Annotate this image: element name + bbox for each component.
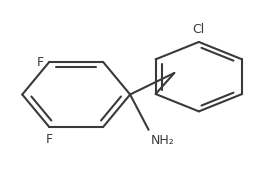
Text: NH₂: NH₂: [151, 133, 175, 146]
Text: F: F: [37, 56, 44, 68]
Text: F: F: [46, 133, 53, 146]
Text: Cl: Cl: [193, 23, 205, 36]
